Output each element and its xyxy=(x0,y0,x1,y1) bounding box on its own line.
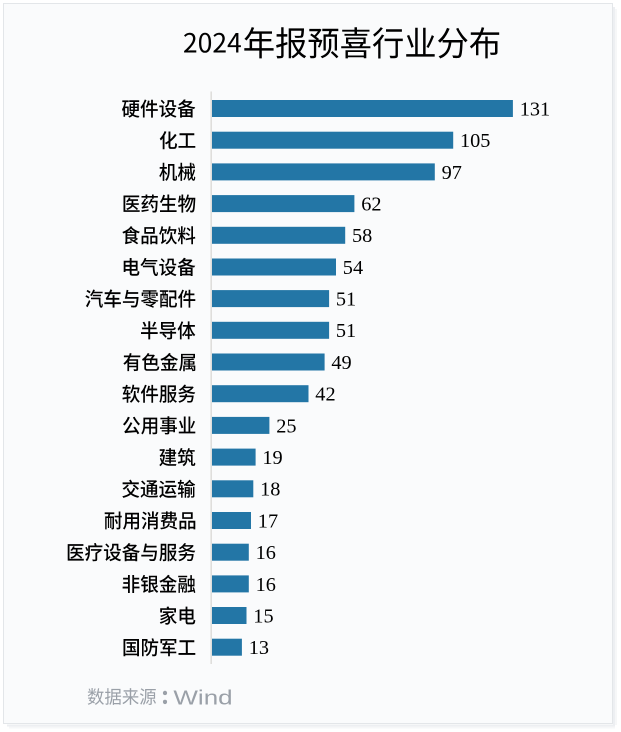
svg-text:49: 49 xyxy=(331,352,351,374)
svg-text:18: 18 xyxy=(260,479,280,501)
svg-text:54: 54 xyxy=(343,257,363,279)
svg-text:51: 51 xyxy=(336,289,356,311)
svg-text:13: 13 xyxy=(249,637,269,659)
svg-text:15: 15 xyxy=(253,605,273,627)
svg-text:19: 19 xyxy=(262,447,282,469)
svg-text:58: 58 xyxy=(352,225,372,247)
svg-text:16: 16 xyxy=(256,542,276,564)
svg-text:Wind: Wind xyxy=(173,686,232,708)
svg-text:51: 51 xyxy=(336,320,356,342)
svg-text:42: 42 xyxy=(315,384,335,406)
svg-text:105: 105 xyxy=(460,130,490,152)
svg-text:62: 62 xyxy=(361,194,381,216)
svg-text:16: 16 xyxy=(256,574,276,596)
svg-text:131: 131 xyxy=(520,98,550,120)
svg-text:97: 97 xyxy=(442,162,462,184)
svg-text:17: 17 xyxy=(258,510,278,532)
svg-text:25: 25 xyxy=(276,415,296,437)
